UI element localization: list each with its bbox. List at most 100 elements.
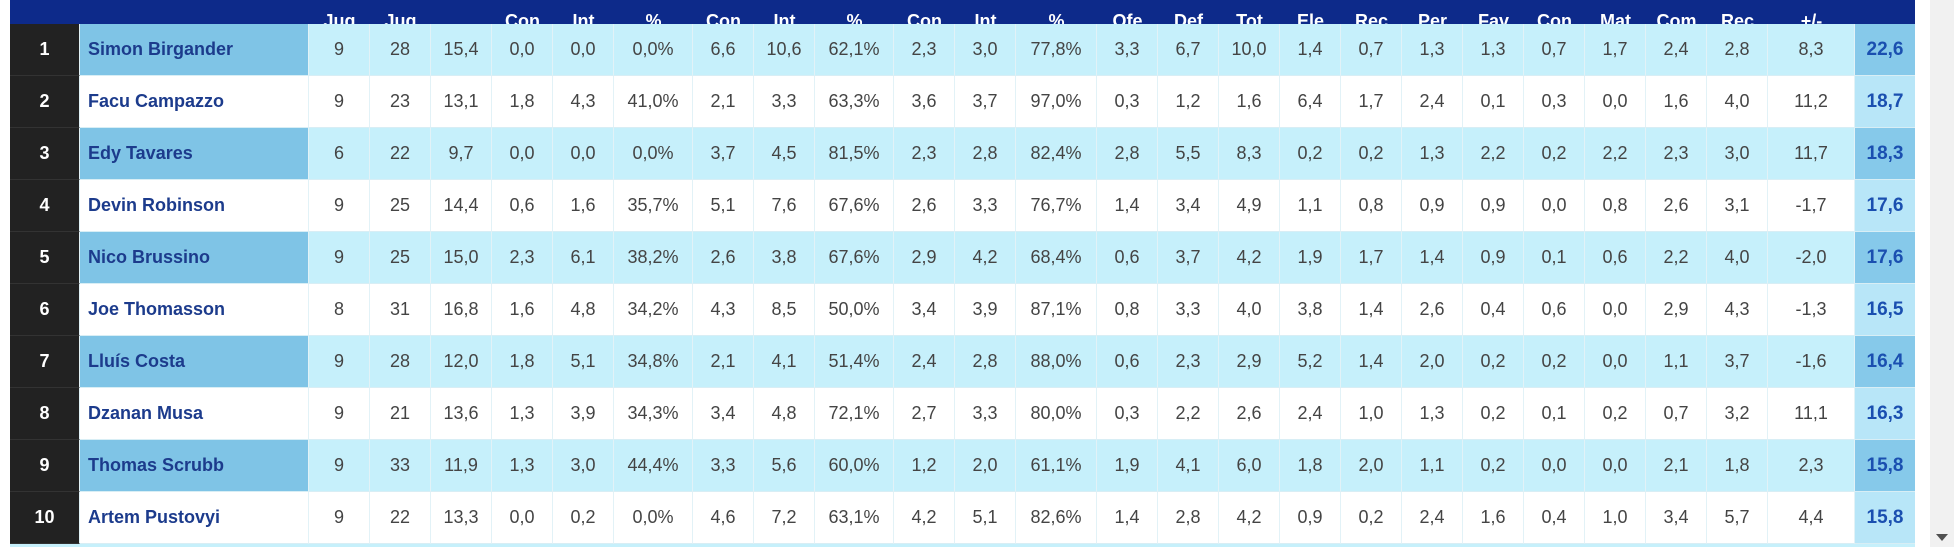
stat-cell: 7,2	[754, 492, 815, 544]
stat-cell: 28	[370, 24, 431, 76]
rating-cell: 18,7	[1855, 76, 1915, 128]
stat-cell: 0,9	[1280, 492, 1341, 544]
stat-cell: 1,9	[1280, 232, 1341, 284]
stat-cell: 72,1%	[815, 388, 894, 440]
rank-cell: 6	[10, 284, 80, 336]
player-name: Joe Thomasson	[80, 284, 309, 336]
stat-cell: 6,7	[1158, 24, 1219, 76]
stat-cell: -1,7	[1768, 180, 1855, 232]
stat-cell: 4,3	[1707, 284, 1768, 336]
rank-cell: 8	[10, 388, 80, 440]
stat-cell: 63,3%	[815, 76, 894, 128]
stat-cell: 1,2	[894, 440, 955, 492]
header-cell: Def	[1158, 0, 1219, 31]
stat-cell: 44,4%	[614, 440, 693, 492]
player-name: Edy Tavares	[80, 128, 309, 180]
header-cell: Con	[1524, 0, 1585, 31]
stat-cell: 2,7	[894, 388, 955, 440]
stat-cell: 88,0%	[1016, 336, 1097, 388]
stat-cell: 0,4	[1524, 492, 1585, 544]
stat-cell: 9	[309, 180, 370, 232]
stat-cell: 2,9	[894, 232, 955, 284]
stat-cell: 0,8	[1341, 180, 1402, 232]
stat-cell: 0,0	[492, 492, 553, 544]
stat-cell: -1,6	[1768, 336, 1855, 388]
stat-cell: 2,4	[1646, 24, 1707, 76]
stat-cell: 1,3	[1402, 388, 1463, 440]
stat-cell: 0,0	[1524, 440, 1585, 492]
stat-cell: 3,4	[1646, 492, 1707, 544]
stat-cell: 1,7	[1341, 232, 1402, 284]
stat-cell: 8	[309, 284, 370, 336]
stat-cell: 0,0	[553, 128, 614, 180]
scroll-down-arrow[interactable]	[1936, 534, 1948, 541]
stat-cell: 0,0	[1524, 180, 1585, 232]
stat-cell: 3,3	[955, 180, 1016, 232]
rating-cell: 15,8	[1855, 440, 1915, 492]
stat-cell: 1,7	[1585, 24, 1646, 76]
stat-cell: 0,6	[1585, 232, 1646, 284]
stat-cell: 25	[370, 232, 431, 284]
next-row-edge	[10, 544, 1915, 547]
player-name: Artem Pustovyi	[80, 492, 309, 544]
rank-cell: 7	[10, 336, 80, 388]
header-cell: Con	[492, 0, 553, 31]
stat-cell: 2,8	[1097, 128, 1158, 180]
stat-cell: 4,3	[693, 284, 754, 336]
stat-cell: 2,4	[1402, 492, 1463, 544]
stat-cell: 0,0	[492, 24, 553, 76]
stat-cell: 2,2	[1158, 388, 1219, 440]
stat-cell: 3,3	[955, 388, 1016, 440]
header-cell: Com	[1646, 0, 1707, 31]
rank-cell: 2	[10, 76, 80, 128]
stat-cell: 5,2	[1280, 336, 1341, 388]
header-cell: Ele	[1280, 0, 1341, 31]
rating-cell: 17,6	[1855, 232, 1915, 284]
stat-cell: 2,1	[1646, 440, 1707, 492]
stat-cell: 3,4	[894, 284, 955, 336]
stat-cell: 6,4	[1280, 76, 1341, 128]
stat-cell: 3,9	[553, 388, 614, 440]
stat-cell: 4,8	[553, 284, 614, 336]
stat-cell: 5,7	[1707, 492, 1768, 544]
stat-cell: 13,1	[431, 76, 492, 128]
stat-cell: 2,3	[1768, 440, 1855, 492]
stat-cell: 3,7	[1707, 336, 1768, 388]
rank-cell: 5	[10, 232, 80, 284]
scrollbar[interactable]	[1930, 0, 1954, 547]
stat-cell: 0,0%	[614, 492, 693, 544]
stat-cell: 3,3	[754, 76, 815, 128]
stat-cell: 2,0	[955, 440, 1016, 492]
stat-cell: 3,7	[1158, 232, 1219, 284]
stat-cell: 1,8	[492, 336, 553, 388]
stat-cell: 2,3	[492, 232, 553, 284]
stat-cell: 1,4	[1341, 336, 1402, 388]
stat-cell: 0,0	[492, 128, 553, 180]
stat-cell: 2,4	[1402, 76, 1463, 128]
stat-cell: 3,9	[955, 284, 1016, 336]
stat-cell: 0,7	[1524, 24, 1585, 76]
stat-cell: 2,3	[1646, 128, 1707, 180]
rating-cell: 17,6	[1855, 180, 1915, 232]
stat-cell: 2,1	[693, 336, 754, 388]
stat-cell: 0,0	[1585, 336, 1646, 388]
stat-cell: 0,2	[553, 492, 614, 544]
stat-cell: 0,0	[1585, 76, 1646, 128]
stat-cell: 4,1	[754, 336, 815, 388]
stat-cell: 2,0	[1341, 440, 1402, 492]
stat-cell: 4,9	[1219, 180, 1280, 232]
stat-cell: 6,0	[1219, 440, 1280, 492]
header-cell	[431, 0, 492, 24]
stat-cell: 4,5	[754, 128, 815, 180]
stat-cell: 0,8	[1097, 284, 1158, 336]
stat-cell: 2,8	[1158, 492, 1219, 544]
stat-cell: 2,6	[693, 232, 754, 284]
stat-cell: 51,4%	[815, 336, 894, 388]
stat-cell: 3,0	[1707, 128, 1768, 180]
stat-cell: 0,0	[553, 24, 614, 76]
stat-cell: 5,1	[553, 336, 614, 388]
header-cell: Int	[754, 0, 815, 31]
stat-cell: 2,3	[894, 24, 955, 76]
stat-cell: 7,6	[754, 180, 815, 232]
